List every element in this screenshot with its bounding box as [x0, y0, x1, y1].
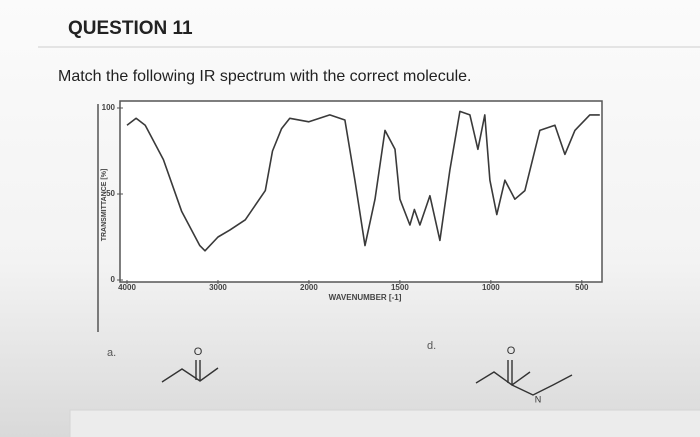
y-tick-label: 0 — [111, 275, 116, 284]
molecule-bond — [161, 367, 219, 383]
x-tick-label: 1000 — [482, 283, 500, 292]
answer-box — [69, 409, 700, 437]
x-tick-label: 4000 — [118, 283, 136, 292]
spectrum-line — [126, 110, 600, 252]
plot-frame — [119, 100, 603, 283]
atom-label: N — [535, 394, 542, 404]
ir-spectrum: 0 50 100 4000 3000 2000 1500 1000 500 WAVENUMBER … — [101, 100, 603, 302]
y-axis-label: TRANSMITTANCE [%] — [101, 169, 108, 242]
atom-label: O — [507, 345, 516, 357]
x-tick-label: 2000 — [300, 283, 318, 292]
atom-label: O — [194, 346, 203, 358]
x-axis-label: WAVENUMBER [-1] — [329, 293, 402, 302]
question-prompt: Match the following IR spectrum with the… — [58, 68, 472, 85]
option-label: a. — [107, 347, 116, 359]
y-tick-label: 50 — [106, 189, 115, 198]
x-tick-label: 500 — [575, 283, 589, 292]
y-tick-label: 100 — [102, 103, 116, 112]
molecule-bond — [511, 374, 573, 396]
x-tick-label: 1500 — [391, 283, 409, 292]
x-tick-label: 3000 — [209, 283, 227, 292]
option-label: d. — [427, 340, 436, 352]
molecule-bond — [475, 371, 531, 386]
question-title: QUESTION 11 — [68, 18, 193, 39]
